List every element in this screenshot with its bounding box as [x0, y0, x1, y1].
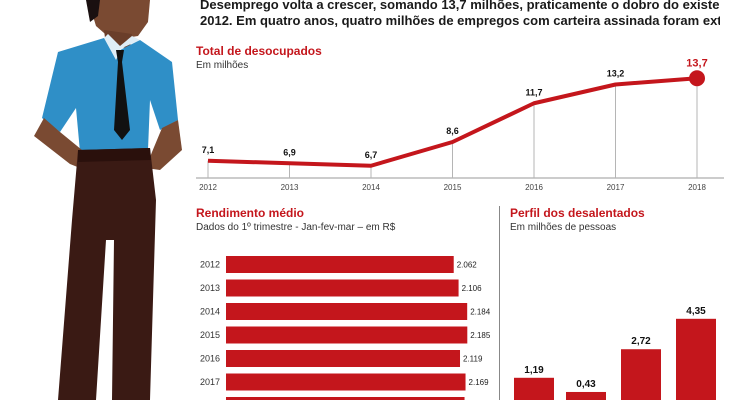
line-chart-subtitle: Em milhões [196, 60, 249, 71]
man-tie [114, 50, 130, 140]
man-right-arm [146, 120, 182, 170]
income-bar [226, 373, 466, 391]
discouraged-bar [566, 391, 606, 400]
line-chart-data-label: 8,6 [446, 126, 459, 136]
discouraged-bar-value-label: 2,72 [631, 336, 651, 347]
man-collar [104, 34, 140, 60]
man-belt [78, 148, 151, 162]
line-chart-tick-label: 2013 [281, 183, 299, 192]
discouraged-bar-chart: 1,19 0,43 2,72 4,35 [514, 306, 716, 400]
income-bar [226, 350, 461, 367]
line-chart-tick-label: 2012 [199, 183, 217, 192]
bar-chart-title: Rendimento médio [196, 206, 305, 220]
income-bar-value-label: 2.185 [470, 331, 490, 340]
income-bar-category-label: 2015 [200, 330, 220, 340]
income-bar-category-label: 2016 [200, 354, 220, 364]
line-chart-data-label: 7,1 [202, 145, 215, 155]
intro-line-1: Desemprego volta a crescer, somando 13,7… [200, 0, 720, 12]
income-bar-value-label: 2.184 [470, 308, 490, 317]
line-chart-series-line [207, 76, 698, 168]
discouraged-bar-value-label: 4,35 [686, 306, 706, 317]
income-bar-value-label: 2.119 [463, 355, 483, 364]
discouraged-bar [676, 318, 716, 400]
income-bar-category-label: 2013 [200, 283, 220, 293]
income-bar [226, 279, 459, 297]
man-illustration [34, 0, 182, 400]
line-chart-data-label: 6,7 [365, 150, 378, 160]
discouraged-bar-value-label: 0,43 [576, 379, 596, 390]
income-bar [226, 303, 468, 320]
line-chart-tick-label: 2017 [607, 183, 625, 192]
income-bar-category-label: 2012 [200, 260, 220, 270]
income-bar-value-label: 2.169 [469, 378, 490, 387]
income-bar-category-label: 2014 [200, 307, 220, 317]
section-divider [499, 206, 500, 400]
line-chart-tick-label: 2015 [444, 183, 462, 192]
income-bar-value-label: 2.062 [457, 261, 478, 270]
income-bar [226, 397, 465, 400]
line-chart-tick-label: 2018 [688, 183, 706, 192]
intro-line-2: 2012. Em quatro anos, quatro milhões de … [200, 13, 720, 28]
discouraged-bar-value-label: 1,19 [524, 365, 544, 376]
line-chart-title: Total de desocupados [196, 44, 322, 58]
income-bar [226, 256, 454, 273]
line-chart-data-label: 13,2 [607, 69, 625, 79]
income-bar-category-label: 2017 [200, 377, 220, 387]
line-chart-data-label: 6,9 [283, 147, 296, 157]
income-bar [226, 326, 468, 344]
discouraged-chart-title: Perfil dos desalentados [510, 206, 645, 220]
man-pants [58, 148, 156, 400]
line-chart-tick-label: 2014 [362, 183, 380, 192]
line-chart-data-label: 11,7 [525, 87, 542, 97]
man-hair [86, 0, 100, 22]
man-face [88, 0, 150, 40]
bar-chart-subtitle: Dados do 1º trimestre - Jan-fev-mar – em… [196, 222, 396, 233]
income-bar-value-label: 2.106 [462, 284, 483, 293]
man-shirt [42, 38, 178, 152]
discouraged-bar [514, 377, 554, 400]
discouraged-bar [621, 349, 661, 400]
line-chart: 2012 2013 2014 2015 2016 2017 2018 7,1 6,9 6,7 8,6… [196, 57, 724, 192]
discouraged-chart-subtitle: Em milhões de pessoas [510, 222, 617, 233]
line-chart-tick-label: 2016 [525, 183, 543, 192]
intro-text: Desemprego volta a crescer, somando 13,7… [200, 0, 720, 29]
line-chart-point-highlight [689, 70, 705, 87]
line-chart-data-label: 13,7 [686, 57, 707, 69]
income-bar-chart: 2012 2.062 2013 2.106 2014 2.184 2015 2.185 2016… [200, 256, 490, 400]
